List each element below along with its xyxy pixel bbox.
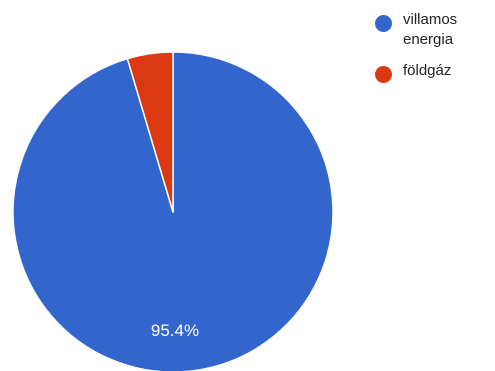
legend-label: földgáz [403,61,481,81]
pie-data-label-0: 95.4% [151,321,199,340]
legend-label: villamos energia [403,10,481,50]
legend-swatch-villamos-energia [375,15,392,32]
pie-data-labels: 95.4% [151,321,199,340]
legend-item-foldgaz[interactable]: földgáz [375,61,490,81]
legend-item-villamos-energia[interactable]: villamos energia [375,10,490,50]
legend-swatch-foldgaz [375,66,392,83]
legend: villamos energia földgáz [375,10,490,92]
